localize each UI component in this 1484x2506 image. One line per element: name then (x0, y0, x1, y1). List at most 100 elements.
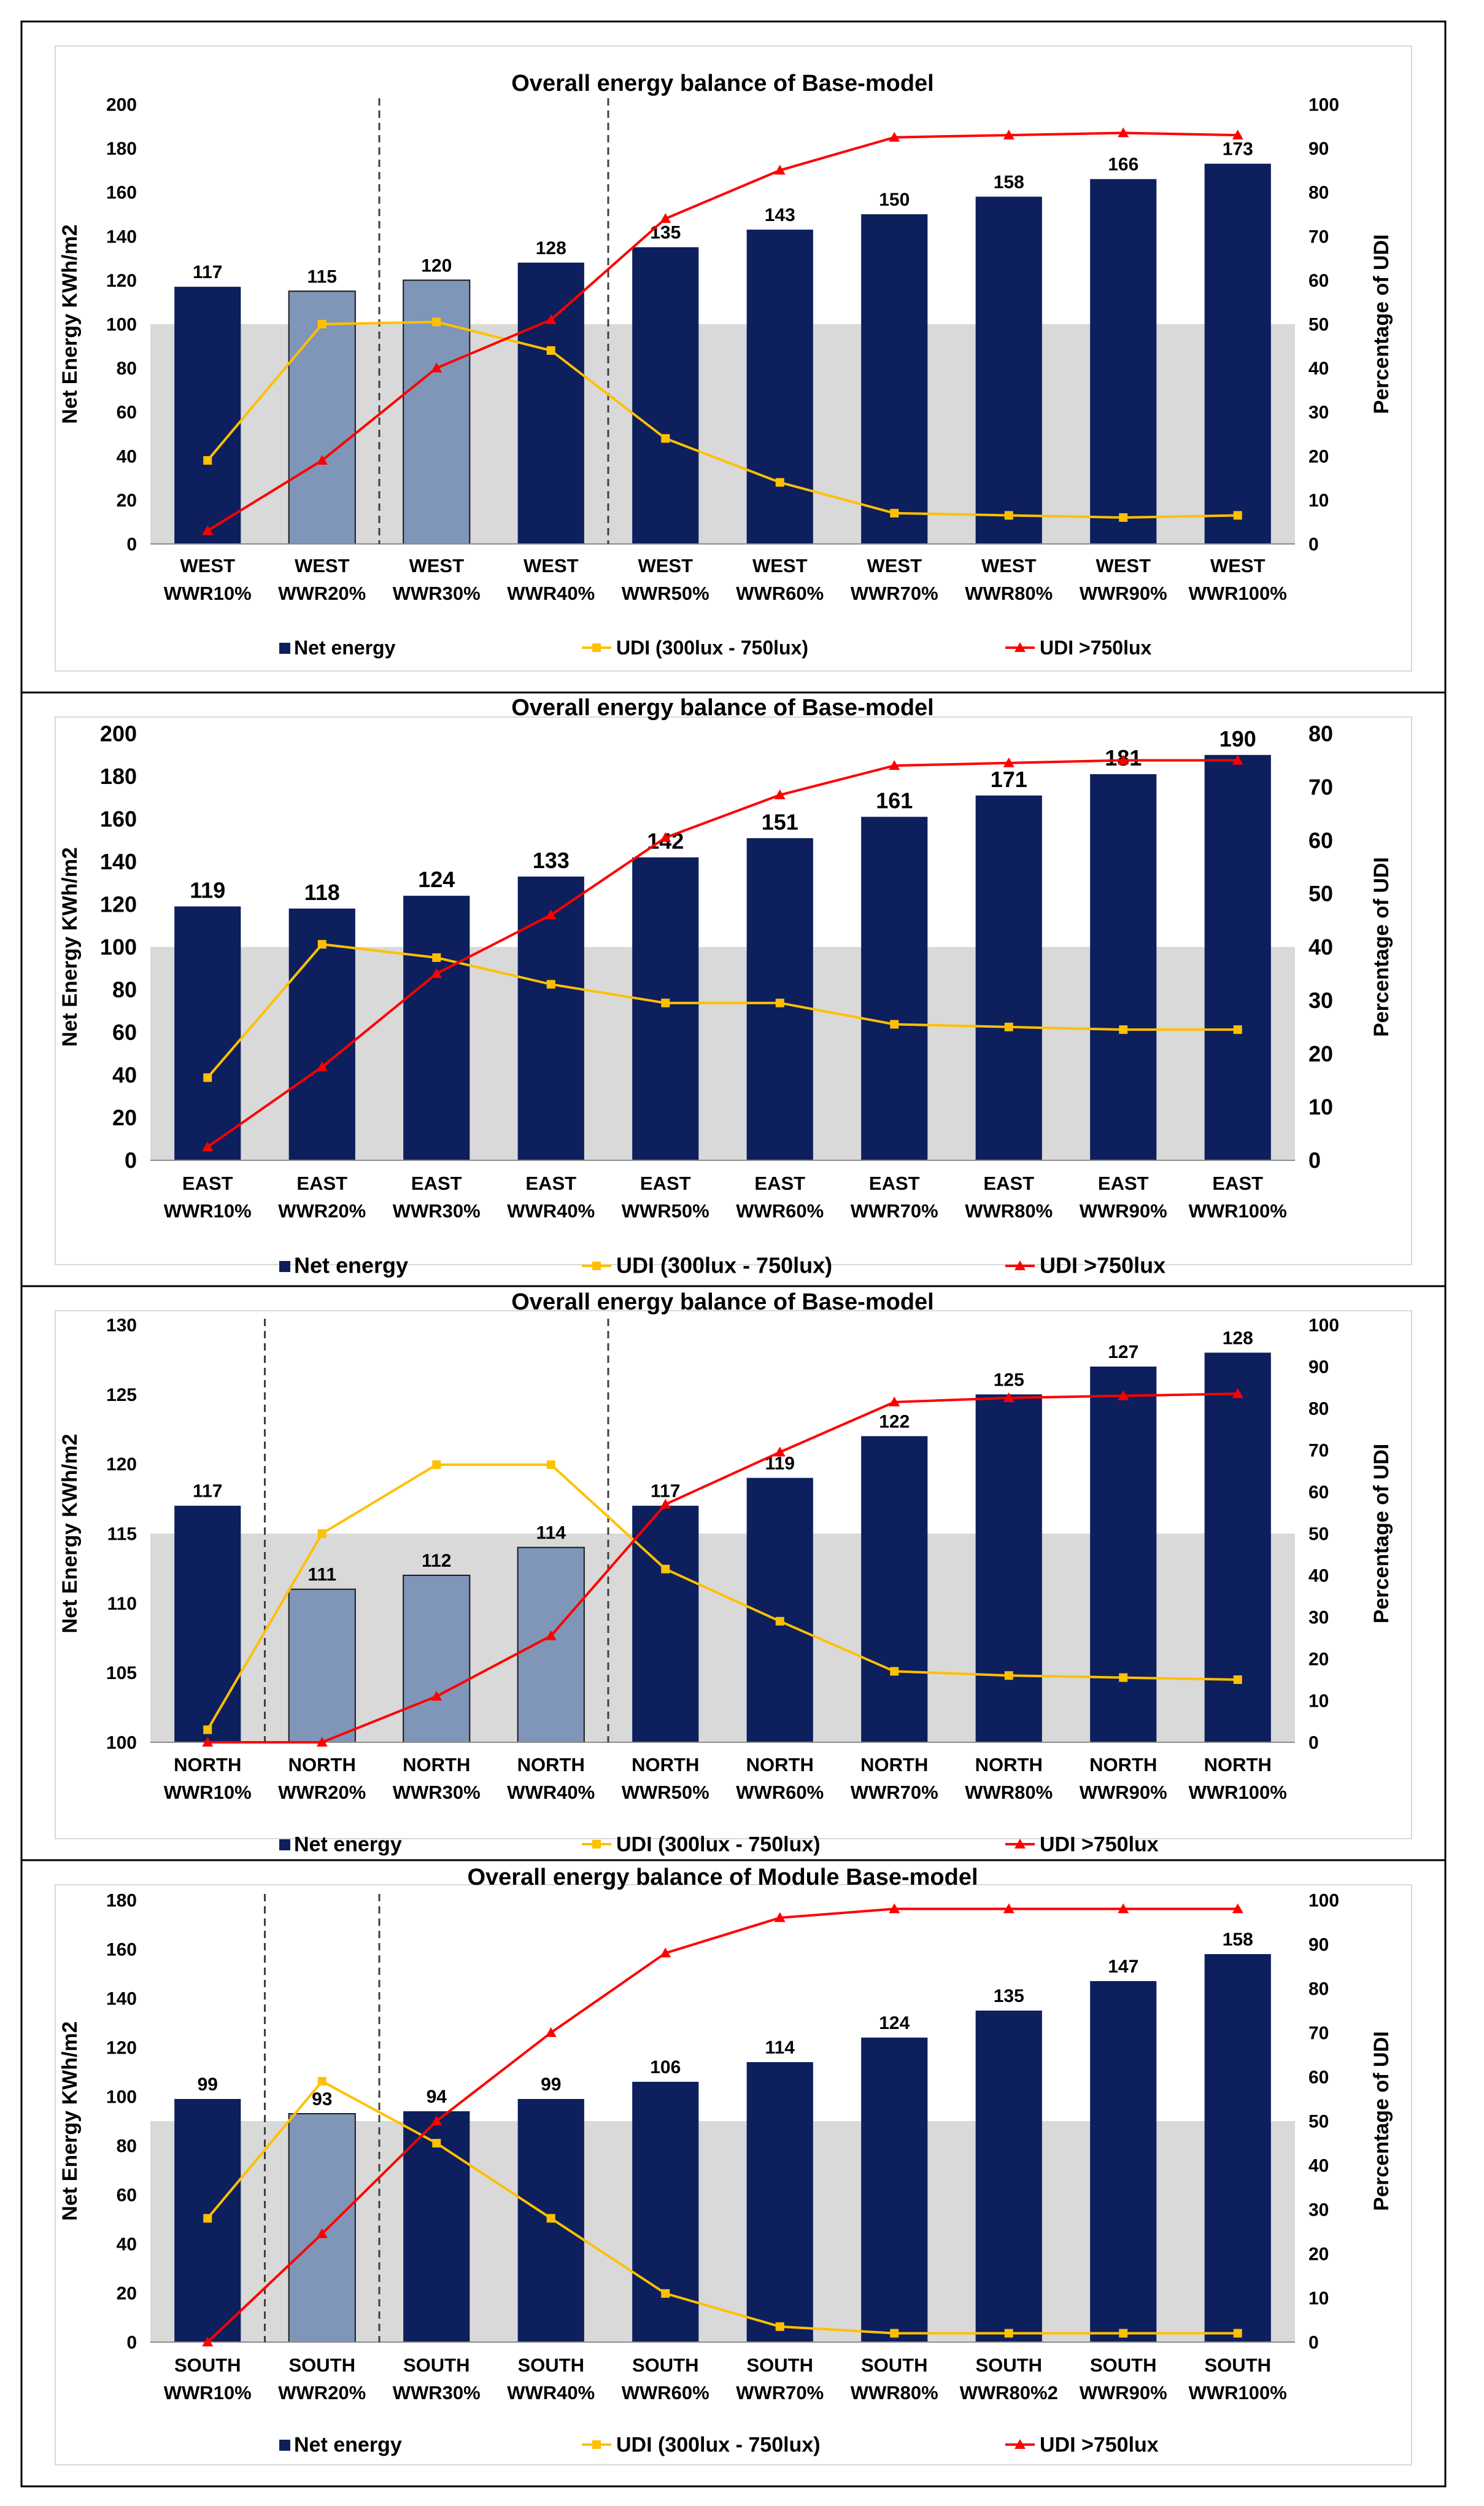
bar-value-label: 106 (650, 2057, 681, 2077)
chart-title: Overall energy balance of Base-model (511, 1289, 934, 1315)
y-axis-label: Net Energy KWh/m2 (58, 1434, 82, 1634)
x-tick-label-line1: EAST (296, 1173, 347, 1194)
series-marker (661, 2289, 670, 2298)
bar (517, 876, 584, 1160)
legend-swatch (279, 643, 290, 654)
y-tick-label: 125 (106, 1385, 137, 1405)
x-tick-label-line2: WWR40% (507, 583, 595, 604)
bar-value-label: 124 (418, 867, 455, 892)
bar-value-label: 124 (879, 2013, 910, 2033)
legend-swatch (279, 1839, 290, 1850)
y-tick-label: 80 (117, 2136, 137, 2157)
series-marker (661, 998, 670, 1007)
x-tick-label-line1: WEST (981, 555, 1037, 576)
y2-tick-label: 100 (1308, 1316, 1339, 1336)
x-tick-label-line1: WEST (1096, 555, 1151, 576)
bar-value-label: 133 (533, 848, 570, 873)
series-marker (1119, 2329, 1128, 2338)
x-tick-label-line1: EAST (182, 1173, 233, 1194)
y2-tick-label: 0 (1308, 1733, 1319, 1753)
x-tick-label-line1: NORTH (860, 1754, 928, 1775)
series-marker (1232, 755, 1243, 765)
x-tick-label-line2: WWR80% (965, 583, 1053, 604)
y-tick-label: 20 (112, 1105, 137, 1130)
y-tick-label: 100 (106, 2087, 137, 2108)
bar (288, 290, 356, 545)
y2-tick-label: 70 (1308, 227, 1329, 247)
bar-value-label: 151 (762, 809, 798, 834)
x-tick-label-line1: WEST (638, 555, 693, 576)
x-tick-label-line2: WWR50% (622, 583, 709, 604)
series-marker (202, 1141, 214, 1152)
series-line (206, 1463, 1238, 1731)
series-marker (203, 2214, 212, 2223)
y2-tick-label: 30 (1308, 2200, 1329, 2221)
legend-label: UDI (300lux - 750lux) (616, 1253, 832, 1278)
bar (1090, 179, 1157, 545)
x-tick-label-line2: WWR80% (851, 2382, 938, 2403)
chart-1: Overall energy balance of Base-model 0 20 4… (55, 45, 1412, 672)
series-marker (774, 1446, 786, 1457)
bar-value-label: 173 (1223, 139, 1253, 160)
series-line (207, 759, 1238, 1148)
x-tick-label-line2: WWR70% (851, 1782, 938, 1803)
x-tick-label-line2: WWR60% (736, 1200, 824, 1222)
y-tick-label: 60 (117, 2186, 137, 2206)
y-tick-label: 120 (100, 892, 137, 917)
x-tick-label-line1: EAST (1212, 1173, 1263, 1194)
x-tick-label-line2: WWR80%2 (960, 2382, 1058, 2403)
bar-value-label: 119 (190, 877, 225, 902)
chart-area-border (55, 45, 1412, 672)
x-tick-label-line2: WWR40% (507, 1200, 595, 1222)
series-marker (1233, 1675, 1242, 1684)
x-tick-label-line2: WWR30% (393, 1200, 481, 1222)
y-tick-label: 20 (117, 491, 137, 511)
y2-axis-label: Percentage of UDI (1370, 1444, 1393, 1624)
y2-tick-label: 30 (1308, 988, 1333, 1013)
x-tick-label-line1: WEST (1210, 555, 1266, 576)
series-marker (775, 2322, 784, 2331)
series-marker (1004, 511, 1013, 520)
legend-marker (592, 643, 601, 652)
y2-tick-label: 0 (1308, 535, 1319, 555)
chart-area-border (55, 1310, 1412, 1839)
x-tick-label-line2: WWR40% (507, 2382, 595, 2403)
x-tick-label-line2: WWR100% (1189, 1782, 1287, 1803)
bar-value-label: 147 (1108, 1957, 1138, 1977)
series-marker (1233, 2329, 1242, 2338)
x-tick-label-line1: SOUTH (976, 2354, 1043, 2376)
series-marker (775, 478, 784, 487)
legend-label: Net energy (294, 637, 396, 659)
x-tick-label-line2: WWR20% (278, 1782, 366, 1803)
x-tick-label-line1: SOUTH (1205, 2354, 1272, 2376)
bar-value-label: 166 (1108, 155, 1138, 175)
y2-tick-label: 50 (1308, 315, 1329, 335)
bar-value-label: 117 (651, 1481, 680, 1502)
y2-axis-label: Percentage of UDI (1370, 235, 1393, 414)
series-marker (546, 346, 555, 355)
y-tick-label: 200 (106, 95, 137, 115)
y-tick-label: 105 (106, 1663, 137, 1683)
bar (975, 2011, 1042, 2342)
bar-value-label: 120 (421, 255, 452, 276)
series-marker (1233, 1025, 1242, 1034)
y-tick-label: 60 (112, 1020, 137, 1045)
bar (1090, 1367, 1157, 1742)
series-marker (774, 789, 786, 799)
series-line (206, 320, 1238, 519)
series-marker (1118, 1390, 1129, 1400)
chart-4: Overall energy balance of Module Base-mo… (21, 1859, 1445, 2465)
x-tick-label-line2: WWR80% (965, 1200, 1053, 1222)
x-tick-label-line2: WWR70% (851, 583, 938, 604)
bar-value-label: 111 (307, 1565, 336, 1585)
y2-tick-label: 30 (1308, 1608, 1329, 1628)
bar-value-label: 128 (536, 238, 566, 258)
x-tick-label-line1: EAST (1098, 1173, 1149, 1194)
bar-value-label: 171 (991, 767, 1027, 792)
bar-value-label: 93 (312, 2089, 332, 2109)
bar-value-label: 117 (193, 1481, 222, 1502)
series-marker (1003, 1392, 1014, 1402)
bar-value-label: 135 (994, 1986, 1024, 2006)
x-tick-label-line1: EAST (983, 1173, 1034, 1194)
x-tick-label-line1: WEST (524, 555, 579, 576)
